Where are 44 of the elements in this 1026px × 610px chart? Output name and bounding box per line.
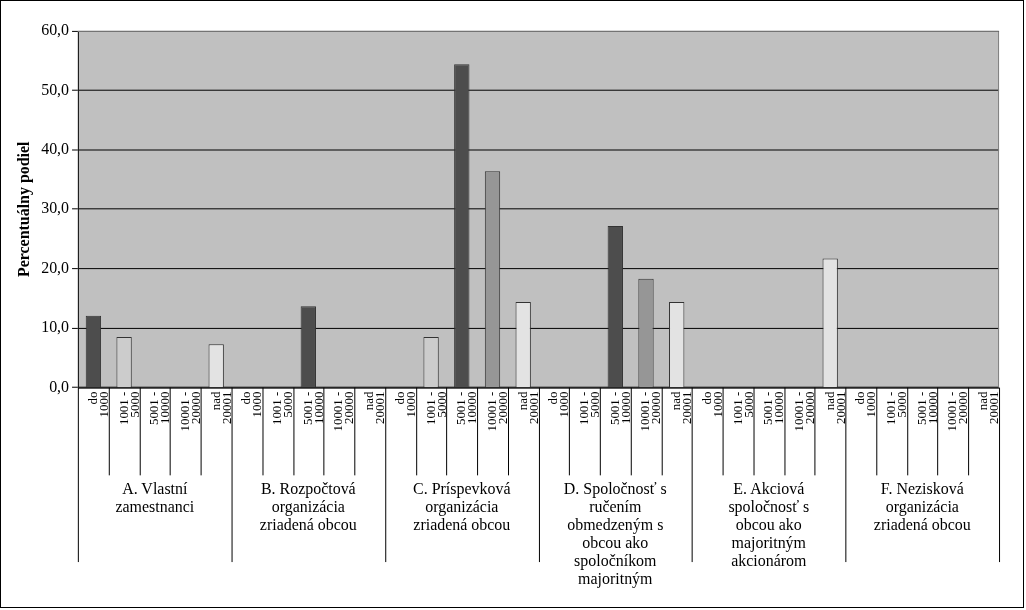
x-tick-label: do 1000	[545, 391, 572, 418]
x-tick-label: nad 20001	[975, 391, 1002, 424]
y-tick-label: 10,0	[41, 318, 70, 336]
x-tick-label: nad 20001	[821, 391, 848, 424]
y-tick-label: 20,0	[41, 258, 70, 276]
x-tick-label: 5001 - 10000	[299, 391, 326, 426]
y-tick-label: 60,0	[41, 21, 70, 39]
x-tick-label: 1001 - 5000	[115, 391, 142, 426]
text: D. Spoločnosť s ručením obmedzeným s obcou ako spoločníkom majoritným	[563, 480, 667, 589]
x-tick-label: 10001 - 20000	[330, 391, 357, 432]
x-tick-label: do 1000	[84, 391, 111, 418]
x-tick-label: 5001 - 10000	[453, 391, 480, 426]
x-tick-label: 1001 - 5000	[883, 391, 910, 426]
x-tick-label: 5001 - 10000	[913, 391, 940, 426]
text: F. Nezisková organizácia zriadená obcou	[873, 480, 971, 534]
x-tick-label: 10001 - 20000	[483, 391, 510, 432]
y-tick-label: 50,0	[41, 80, 70, 98]
x-tick-label: 10001 - 20000	[790, 391, 817, 432]
x-tick-label: nad 20001	[668, 391, 695, 424]
text: C. Príspevková organizácia zriadená obcou	[413, 480, 511, 534]
x-tick-label: 5001 - 10000	[760, 391, 787, 426]
x-tick-label: 5001 - 10000	[146, 391, 173, 426]
x-tick-label: 10001 - 20000	[944, 391, 971, 432]
x-tick-label: do 1000	[698, 391, 725, 418]
y-tick-label: 0,0	[49, 377, 70, 395]
y-tick-label: 40,0	[41, 140, 70, 157]
text: E. Akciová spoločnosť s obcou ako majoritným akcionárom	[728, 480, 810, 570]
x-tick-label: 1001 - 5000	[422, 391, 449, 426]
x-tick-label: 10001 - 20000	[176, 391, 203, 432]
x-tick-label: 10001 - 20000	[637, 391, 664, 432]
x-tick-label: 5001 - 10000	[606, 391, 633, 426]
x-tick-label: nad 20001	[361, 391, 388, 424]
x-tick-label: 1001 - 5000	[576, 391, 603, 426]
text: A. Vlastní zamestnanci	[115, 480, 195, 516]
x-tick-label: nad 20001	[207, 391, 234, 424]
text: B. Rozpočtová organizácia zriadená obcou	[259, 480, 357, 534]
x-tick-label: do 1000	[238, 391, 265, 418]
y-tick-label: 30,0	[41, 199, 70, 217]
y-axis-title: Percentuálny podiel	[14, 140, 33, 278]
x-tick-label: nad 20001	[514, 391, 541, 424]
x-tick-label: 1001 - 5000	[269, 391, 296, 426]
x-tick-label: 1001 - 5000	[729, 391, 756, 426]
x-tick-label: do 1000	[852, 391, 879, 418]
x-tick-label: do 1000	[391, 391, 418, 418]
